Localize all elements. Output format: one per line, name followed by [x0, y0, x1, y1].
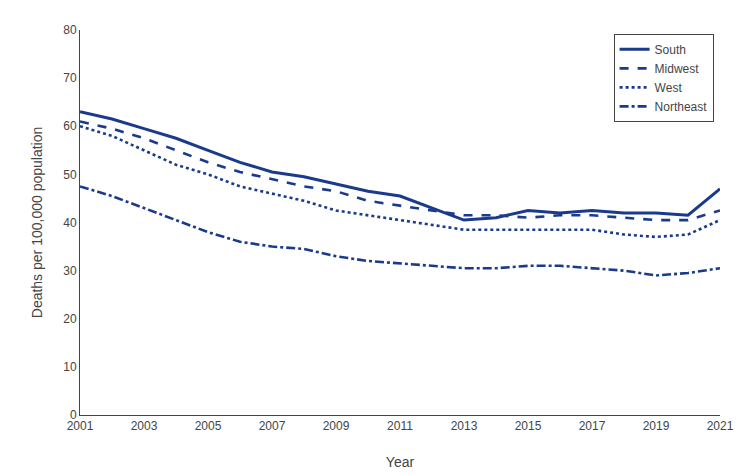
svg-text:West: West — [655, 81, 683, 95]
svg-text:2007: 2007 — [259, 419, 286, 433]
svg-text:2003: 2003 — [131, 419, 158, 433]
svg-text:0: 0 — [70, 408, 77, 422]
svg-text:70: 70 — [63, 71, 77, 85]
svg-text:60: 60 — [63, 119, 77, 133]
svg-text:40: 40 — [63, 216, 77, 230]
svg-text:2015: 2015 — [515, 419, 542, 433]
svg-text:2011: 2011 — [387, 419, 413, 433]
svg-text:20: 20 — [63, 312, 77, 326]
svg-text:2009: 2009 — [323, 419, 350, 433]
svg-text:Northeast: Northeast — [655, 100, 708, 114]
svg-text:50: 50 — [63, 168, 77, 182]
svg-text:2019: 2019 — [643, 419, 670, 433]
svg-text:2021: 2021 — [707, 419, 734, 433]
svg-text:Deaths per 100,000 population: Deaths per 100,000 population — [29, 127, 45, 318]
svg-text:2017: 2017 — [579, 419, 606, 433]
svg-text:30: 30 — [63, 264, 77, 278]
svg-text:Year: Year — [386, 454, 415, 470]
svg-text:South: South — [655, 43, 686, 57]
svg-text:10: 10 — [63, 360, 77, 374]
svg-text:80: 80 — [63, 23, 77, 37]
svg-text:2001: 2001 — [67, 419, 94, 433]
svg-text:2013: 2013 — [451, 419, 478, 433]
svg-text:2005: 2005 — [195, 419, 222, 433]
svg-text:Midwest: Midwest — [655, 62, 700, 76]
